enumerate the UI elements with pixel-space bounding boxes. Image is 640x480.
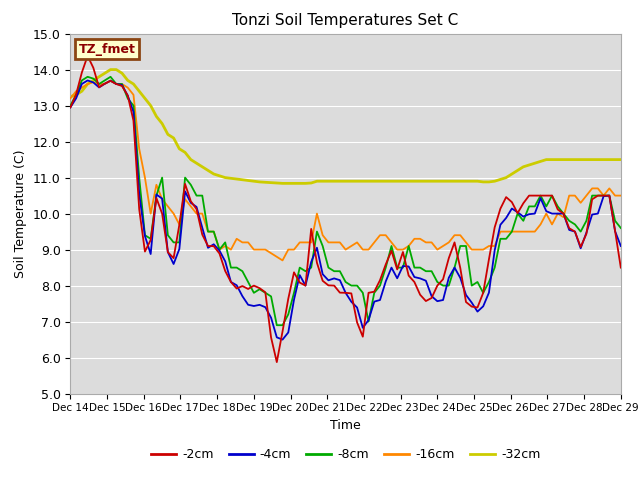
- -32cm: [84, 81, 92, 87]
- -2cm: [67, 105, 74, 110]
- Line: -32cm: -32cm: [70, 70, 621, 183]
- -2cm: [90, 65, 97, 71]
- Text: TZ_fmet: TZ_fmet: [79, 43, 136, 56]
- -8cm: [617, 225, 625, 231]
- -2cm: [273, 359, 280, 365]
- -2cm: [617, 264, 625, 270]
- -16cm: [353, 240, 361, 245]
- -4cm: [617, 243, 625, 249]
- -4cm: [353, 305, 361, 311]
- Line: -8cm: -8cm: [70, 77, 621, 325]
- -4cm: [67, 105, 74, 110]
- -4cm: [84, 78, 92, 84]
- -32cm: [107, 67, 115, 72]
- -32cm: [67, 94, 74, 99]
- -8cm: [90, 76, 97, 82]
- -4cm: [502, 215, 510, 221]
- -16cm: [107, 77, 115, 84]
- -32cm: [278, 180, 286, 186]
- -16cm: [394, 247, 401, 252]
- -2cm: [84, 53, 92, 59]
- -2cm: [502, 194, 510, 200]
- -32cm: [394, 178, 401, 184]
- -16cm: [617, 192, 625, 199]
- -32cm: [353, 178, 361, 184]
- -8cm: [273, 323, 280, 328]
- -32cm: [216, 173, 223, 179]
- Line: -4cm: -4cm: [70, 81, 621, 339]
- -16cm: [216, 247, 223, 252]
- -16cm: [113, 81, 120, 87]
- -8cm: [353, 283, 361, 288]
- -16cm: [84, 81, 92, 87]
- -32cm: [617, 156, 625, 162]
- -8cm: [84, 74, 92, 80]
- -4cm: [394, 276, 401, 281]
- -8cm: [394, 264, 401, 270]
- -2cm: [394, 266, 401, 272]
- -4cm: [113, 81, 120, 87]
- -2cm: [216, 251, 223, 256]
- Y-axis label: Soil Temperature (C): Soil Temperature (C): [14, 149, 28, 278]
- -8cm: [502, 236, 510, 241]
- -4cm: [90, 80, 97, 85]
- -2cm: [353, 320, 361, 325]
- X-axis label: Time: Time: [330, 419, 361, 432]
- -2cm: [113, 81, 120, 87]
- Line: -2cm: -2cm: [70, 56, 621, 362]
- -4cm: [278, 336, 286, 342]
- -8cm: [113, 81, 120, 87]
- Title: Tonzi Soil Temperatures Set C: Tonzi Soil Temperatures Set C: [232, 13, 459, 28]
- Legend: -2cm, -4cm, -8cm, -16cm, -32cm: -2cm, -4cm, -8cm, -16cm, -32cm: [146, 443, 545, 466]
- -32cm: [502, 175, 510, 180]
- -16cm: [502, 228, 510, 234]
- -4cm: [216, 248, 223, 253]
- -16cm: [67, 96, 74, 101]
- -8cm: [67, 103, 74, 108]
- -16cm: [278, 257, 286, 263]
- Line: -16cm: -16cm: [70, 80, 621, 260]
- -8cm: [216, 247, 223, 252]
- -32cm: [113, 67, 120, 72]
